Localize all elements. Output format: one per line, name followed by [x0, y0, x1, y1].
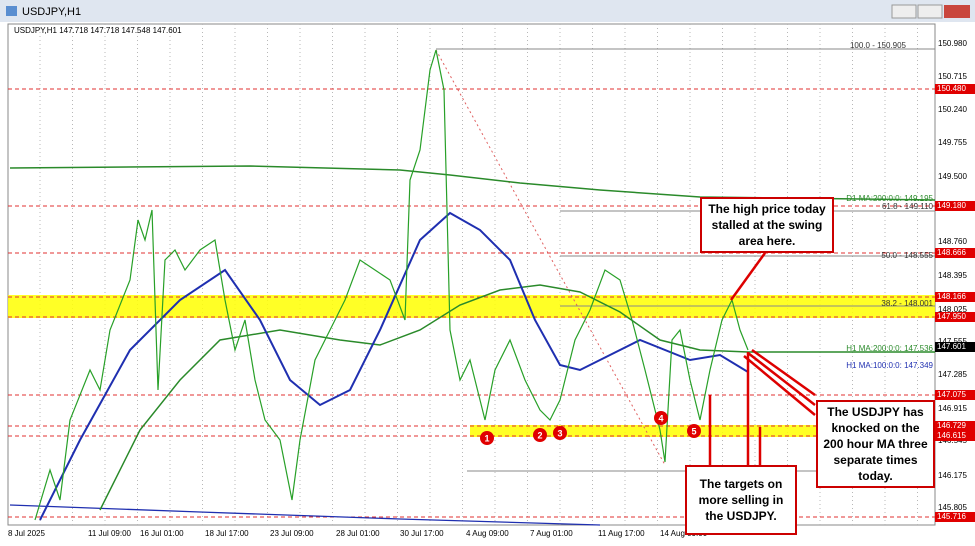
window-title: USDJPY,H1 [22, 6, 81, 18]
line-label: 38.2 - 148.001 [881, 299, 933, 308]
plot-area [7, 23, 936, 526]
annotation: The high price today stalled at the swin… [700, 197, 834, 253]
marker-label: 5 [691, 426, 696, 436]
marker [654, 411, 668, 425]
close-button[interactable] [944, 5, 970, 18]
marker [480, 431, 494, 445]
price-box [935, 342, 975, 352]
swing-zone [8, 295, 935, 318]
price-box-label: 147.601 [937, 342, 966, 351]
price-box [935, 201, 975, 211]
price-box [935, 292, 975, 302]
time-label: 16 Jul 01:00 [140, 529, 184, 538]
time-label: 14 Aug 09:00 [660, 529, 708, 538]
price-label: 150.980 [938, 39, 967, 48]
time-label: 18 Jul 17:00 [205, 529, 249, 538]
h1-ma100 [39, 211, 749, 521]
annotation: The USDJPY has knocked on the 200 hour M… [816, 400, 935, 488]
price-label: 149.500 [938, 172, 967, 181]
price-box [935, 84, 975, 94]
fib-line [435, 49, 666, 466]
chart-header: USDJPY,H1 147.718 147.718 147.548 147.60… [14, 26, 182, 35]
arrows [708, 252, 816, 465]
time-label: 23 Jul 09:00 [270, 529, 314, 538]
title-bar [0, 0, 975, 22]
minimize-button[interactable] [891, 4, 917, 19]
time-label: 7 Aug 01:00 [530, 529, 573, 538]
line-label: 100.0 - 150.905 [850, 41, 907, 50]
line-label: D1 MA:200:0:0: 149.195 [846, 194, 933, 203]
price-box [935, 312, 975, 322]
price-box [935, 421, 975, 431]
price-box-label: 148.666 [937, 248, 966, 257]
price-box-label: 149.180 [937, 201, 966, 210]
marker-label: 3 [557, 428, 562, 438]
price-box-label: 147.950 [937, 312, 966, 321]
price-label: 150.240 [938, 105, 967, 114]
price-box [935, 431, 975, 441]
price-box-label: 145.716 [937, 512, 966, 521]
price-box [935, 390, 975, 400]
price-box-label: 150.480 [937, 84, 966, 93]
line-label: H1 MA:200:0:0: 147.536 [846, 344, 933, 353]
price-box-label: 148.166 [937, 292, 966, 301]
marker-label: 1 [484, 433, 489, 443]
price-box [935, 248, 975, 258]
marker [687, 424, 701, 438]
line-label: 61.8 - 149.110 [882, 202, 934, 211]
marker-label: 4 [658, 413, 663, 423]
price-box [935, 512, 975, 522]
price-label: 150.715 [938, 72, 967, 81]
price-label: 146.915 [938, 404, 967, 413]
time-label: 30 Jul 17:00 [400, 529, 444, 538]
d1-ma200 [9, 165, 936, 201]
long-ma [9, 504, 601, 526]
price-label: 146.175 [938, 471, 967, 480]
price-label: 148.760 [938, 237, 967, 246]
price-box-label: 146.729 [937, 421, 966, 430]
time-label: 11 Aug 17:00 [598, 529, 645, 538]
time-label: 28 Jul 01:00 [336, 529, 380, 538]
price-label: 145.805 [938, 503, 967, 512]
annotation: The targets on more selling in the USDJP… [685, 465, 797, 535]
price-label: 147.285 [938, 370, 967, 379]
price-label: 148.025 [938, 305, 967, 314]
time-label: 8 Jul 2025 [8, 529, 45, 538]
price-series [34, 49, 749, 521]
price-label: 147.555 [938, 337, 967, 346]
price-box-label: 147.075 [937, 390, 966, 399]
marker [533, 428, 547, 442]
marker [553, 426, 567, 440]
maximize-button[interactable] [917, 4, 943, 19]
price-box-label: 146.615 [937, 431, 966, 440]
line-label: H1 MA:100:0:0: 147.349 [846, 361, 933, 370]
price-label: 149.755 [938, 138, 967, 147]
line-label: 50.0 - 148.555 [881, 251, 933, 260]
h1-ma200 [99, 284, 935, 511]
time-label: 11 Jul 09:00 [88, 529, 132, 538]
app-icon [6, 6, 17, 16]
time-label: 4 Aug 09:00 [466, 529, 509, 538]
marker-label: 2 [537, 430, 542, 440]
price-label: 148.395 [938, 271, 967, 280]
